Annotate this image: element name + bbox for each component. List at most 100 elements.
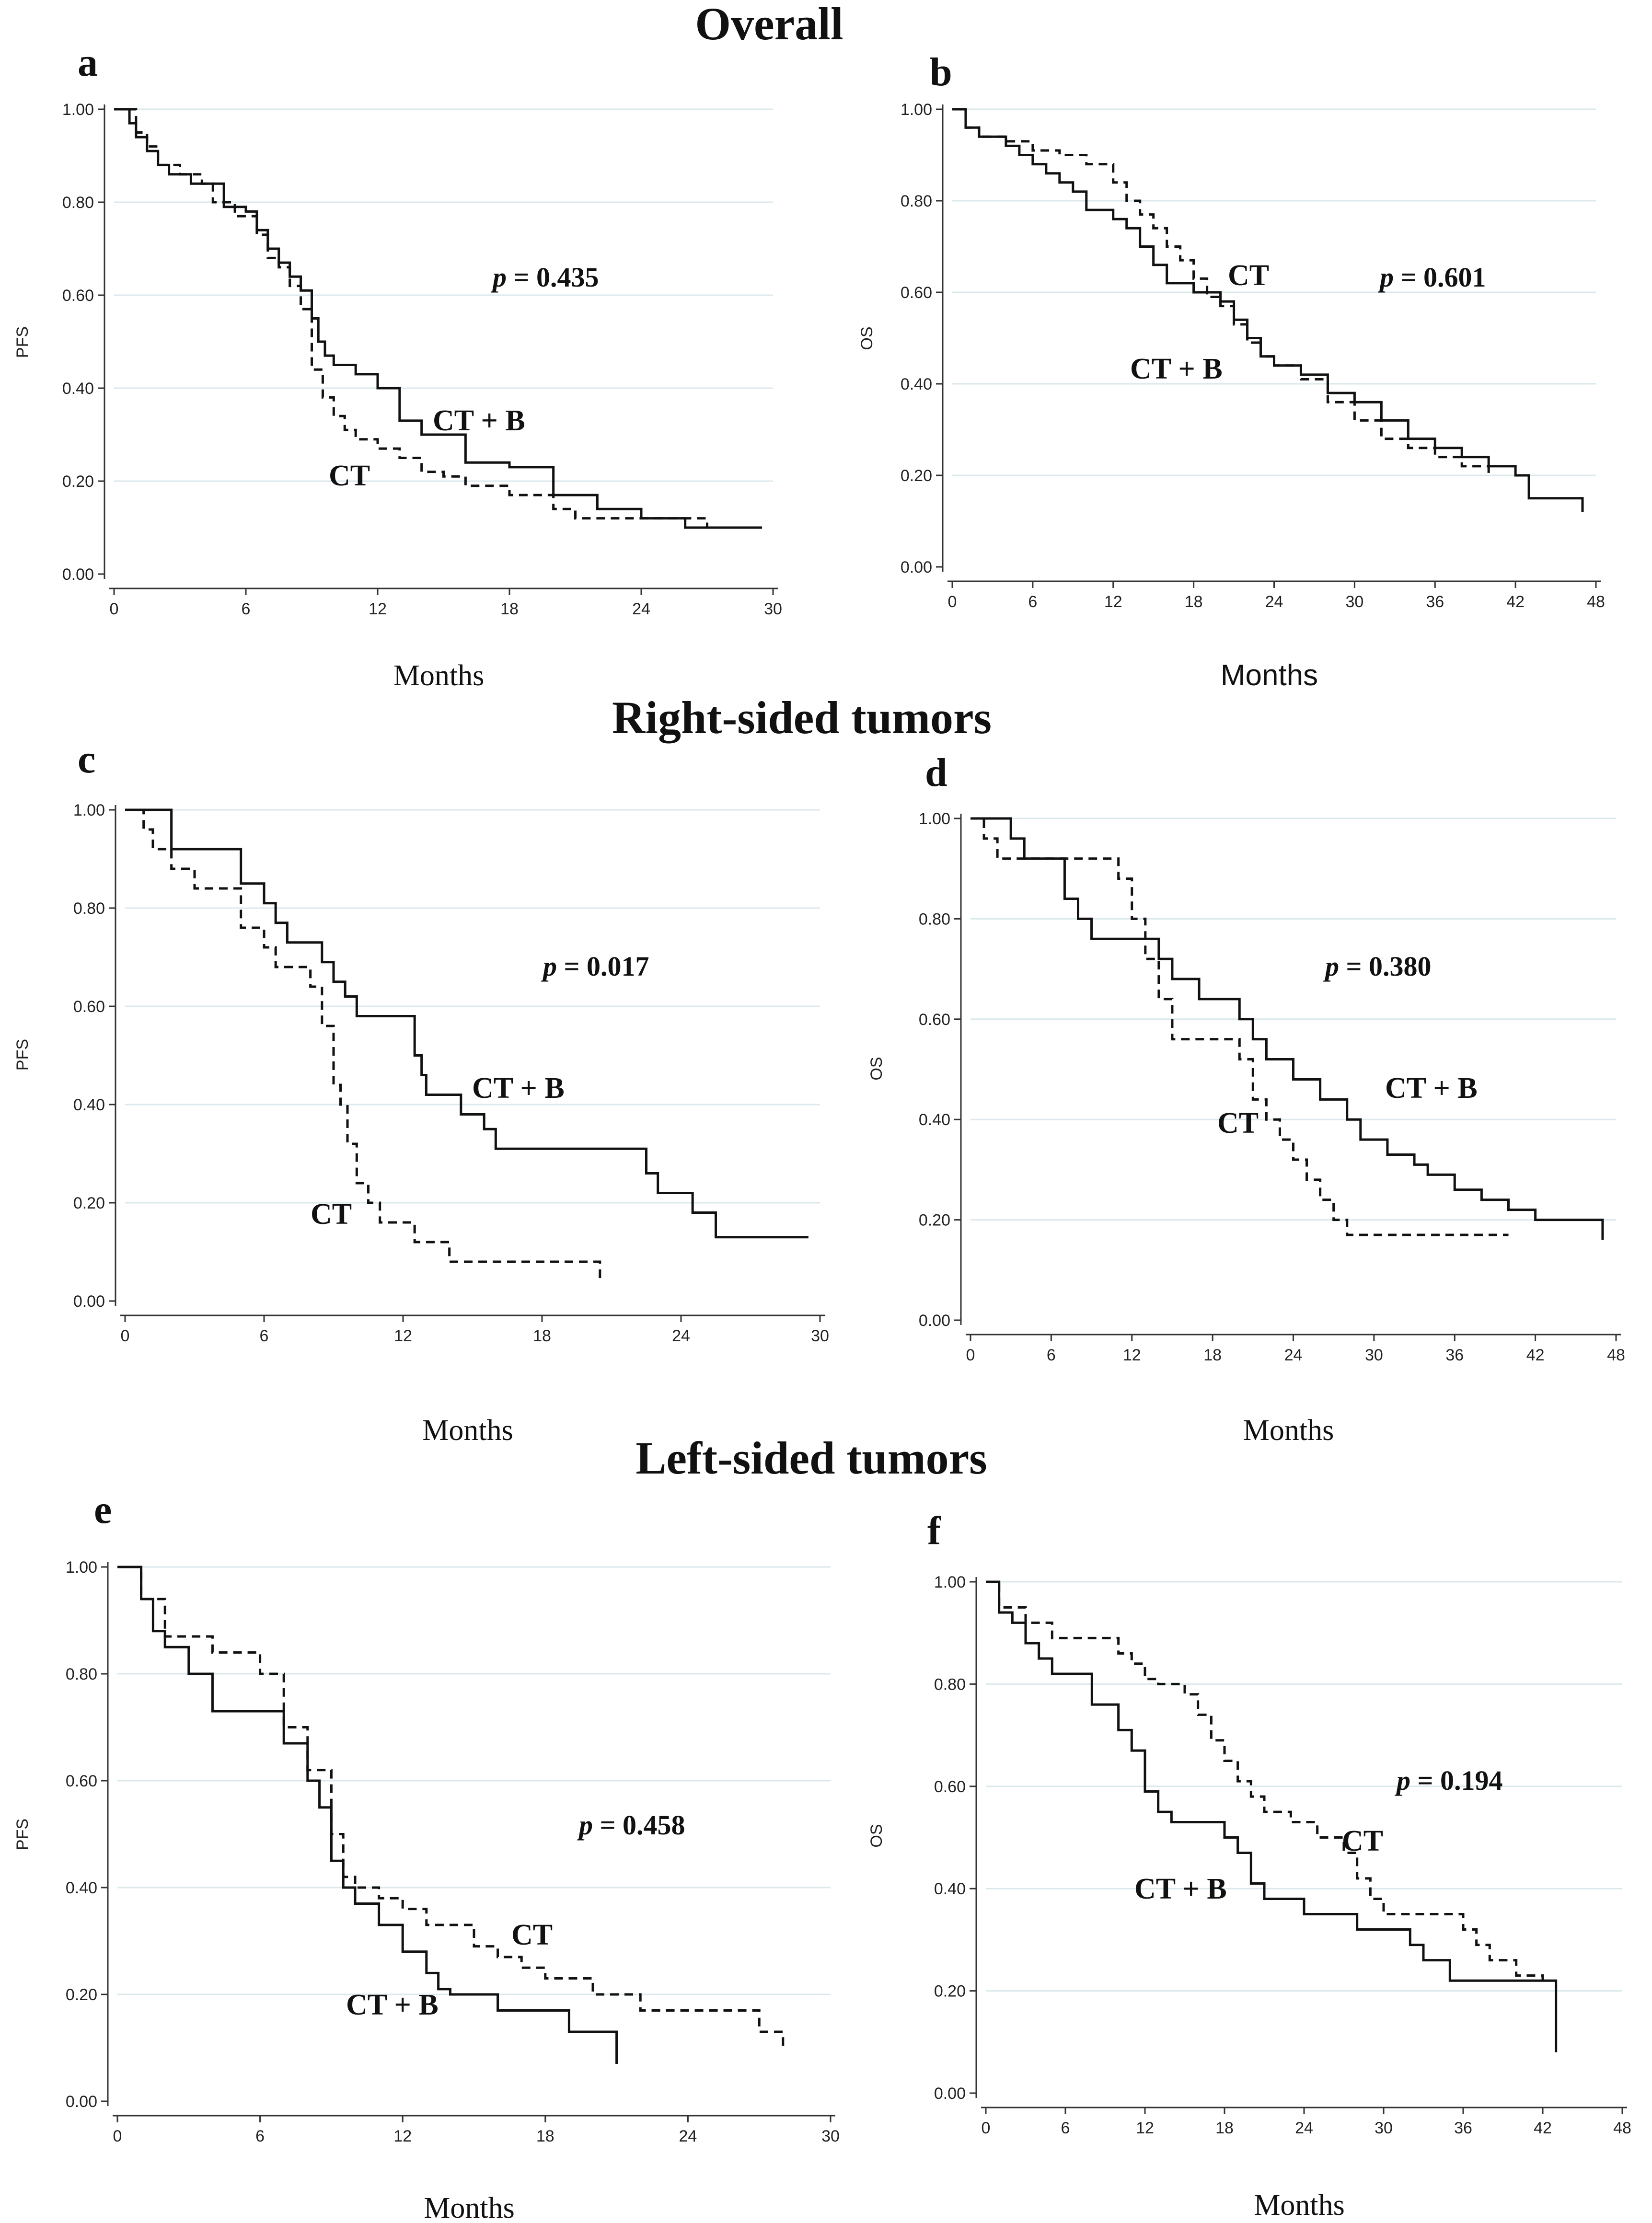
curve-label: CT + B (1134, 1873, 1227, 1905)
y-tick-label: 1.00 (919, 810, 950, 828)
panel-letter: a (78, 40, 98, 85)
x-tick-label: 6 (1047, 1346, 1056, 1364)
y-tick-label: 0.20 (66, 1986, 97, 2004)
y-tick-label: 1.00 (73, 801, 105, 819)
y-tick-label: 0.80 (62, 194, 94, 212)
y-tick-label: 0.80 (919, 910, 950, 928)
curve-label: CT + B (472, 1072, 565, 1105)
panel-a: 0.00 0.20 0.40 0.60 0.80 1.00 0 6 12 18 24 30 PFS Mon… (13, 40, 782, 692)
y-tick-label: 0.00 (62, 565, 94, 584)
y-tick-label: 0.80 (901, 192, 932, 210)
x-tick-label: 18 (1203, 1346, 1222, 1364)
panel-letter: c (78, 737, 95, 782)
x-tick-label: 24 (1284, 1346, 1303, 1364)
y-tick-label: 0.40 (73, 1096, 105, 1114)
km-curve-ct-b (114, 108, 762, 529)
x-tick-label: 48 (1607, 1346, 1625, 1364)
y-tick-label: 0.00 (66, 2093, 97, 2111)
x-axis-label: Months (422, 1414, 513, 1447)
y-tick-label: 0.00 (901, 558, 932, 576)
panel-f: 0.00 0.20 0.40 0.60 0.80 1.00 0 6 12 18 24 30 36 42 48… (867, 1509, 1631, 2222)
y-tick-label: 1.00 (66, 1558, 97, 1577)
x-tick-label: 0 (110, 600, 119, 618)
x-tick-label: 24 (632, 600, 650, 618)
km-curve-ct-b (125, 808, 809, 1239)
panel-c: 0.00 0.20 0.40 0.60 0.80 1.00 0 6 12 18 24 30 PFS Mon… (13, 737, 829, 1447)
panel-d: 0.00 0.20 0.40 0.60 0.80 1.00 0 6 12 18 24 30 36 42 48… (867, 750, 1625, 1447)
p-value: p = 0.194 (1394, 1765, 1503, 1796)
y-tick-label: 0.00 (73, 1292, 105, 1311)
y-tick-label: 0.80 (934, 1675, 966, 1693)
x-tick-label: 6 (1028, 593, 1037, 611)
y-tick-label: 0.60 (901, 284, 932, 302)
x-tick-label: 30 (1365, 1346, 1383, 1364)
x-axis-label: Months (1221, 659, 1318, 692)
y-tick-label: 0.00 (934, 2085, 966, 2103)
p-value: p = 0.017 (541, 951, 649, 982)
y-tick-label: 0.40 (919, 1111, 950, 1129)
curve-label: CT (1217, 1107, 1259, 1140)
y-axis-label: PFS (13, 1039, 32, 1071)
p-value: p = 0.435 (490, 262, 599, 293)
y-axis-label: PFS (13, 1819, 32, 1850)
y-tick-label: 1.00 (934, 1573, 966, 1591)
y-tick-label: 0.20 (73, 1194, 105, 1212)
x-tick-label: 36 (1445, 1346, 1464, 1364)
km-curve-ct-b (952, 108, 1584, 512)
y-tick-label: 0.60 (66, 1772, 97, 1790)
y-axis-label: OS (867, 1824, 886, 1847)
km-curve-ct-b (970, 817, 1604, 1240)
x-axis-label: Months (393, 659, 484, 692)
panel-letter: f (927, 1509, 941, 1553)
km-curve-ct (952, 108, 1490, 475)
x-tick-label: 18 (1215, 2119, 1234, 2137)
x-tick-label: 18 (536, 2127, 555, 2145)
km-curve-ct-b (986, 1580, 1558, 2052)
y-tick-label: 0.60 (73, 998, 105, 1016)
curve-label: CT (511, 1919, 553, 1951)
x-tick-label: 36 (1454, 2119, 1472, 2137)
x-tick-label: 6 (242, 600, 251, 618)
x-tick-label: 30 (1375, 2119, 1393, 2137)
y-tick-label: 1.00 (62, 101, 94, 119)
section-title-overall: Overall (695, 0, 843, 49)
x-tick-label: 12 (1123, 1346, 1141, 1364)
p-value: p = 0.458 (577, 1809, 685, 1841)
x-tick-label: 42 (1526, 1346, 1545, 1364)
y-tick-label: 0.80 (66, 1665, 97, 1683)
y-tick-label: 0.20 (62, 472, 94, 491)
x-tick-label: 18 (1185, 593, 1203, 611)
section-title-left: Left-sided tumors (635, 1432, 987, 1484)
y-tick-label: 0.20 (919, 1211, 950, 1230)
km-curve-ct (125, 808, 601, 1281)
curve-label: CT + B (433, 404, 525, 437)
panel-letter: d (925, 750, 947, 795)
x-axis-label: Months (1254, 2189, 1344, 2222)
x-tick-label: 0 (113, 2127, 122, 2145)
y-tick-label: 0.40 (934, 1880, 966, 1898)
x-axis-label: Months (424, 2192, 514, 2223)
x-tick-label: 24 (672, 1327, 690, 1345)
curve-label: CT + B (1130, 353, 1223, 385)
y-axis-label: OS (867, 1057, 886, 1080)
x-tick-label: 12 (1104, 593, 1122, 611)
x-tick-label: 12 (393, 2127, 412, 2145)
x-tick-label: 6 (1061, 2119, 1070, 2137)
x-tick-label: 0 (982, 2119, 991, 2137)
x-tick-label: 0 (966, 1346, 975, 1364)
x-tick-label: 42 (1534, 2119, 1552, 2137)
x-tick-label: 48 (1587, 593, 1605, 611)
panel-letter: b (930, 50, 952, 94)
x-tick-label: 24 (1295, 2119, 1313, 2137)
km-curve-ct (970, 817, 1509, 1236)
p-value: p = 0.380 (1323, 951, 1432, 982)
y-tick-label: 0.80 (73, 899, 105, 918)
y-axis-label: PFS (13, 326, 32, 358)
curve-label: CT (311, 1198, 352, 1231)
y-tick-label: 1.00 (901, 101, 932, 119)
y-axis-label: OS (858, 326, 876, 350)
y-tick-label: 0.60 (919, 1011, 950, 1029)
panel-b: 0.00 0.20 0.40 0.60 0.80 1.00 0 6 12 18 24 30 36 42 48… (858, 50, 1605, 692)
curve-label: CT + B (1385, 1072, 1478, 1105)
